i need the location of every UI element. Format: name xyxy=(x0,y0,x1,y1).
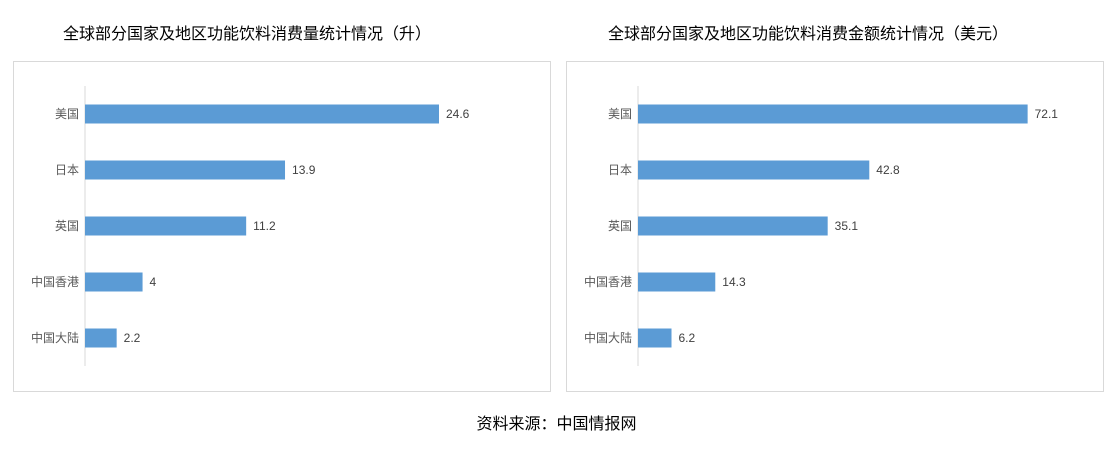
data-label: 42.8 xyxy=(876,163,900,177)
data-label: 14.3 xyxy=(722,275,746,289)
bar xyxy=(85,216,247,236)
chart-panel-volume: 美国 24.6 日本 13.9 英国 11.2 中国香港 4 中国大陆 2.2 xyxy=(13,61,551,392)
bar-chart-volume: 美国 24.6 日本 13.9 英国 11.2 中国香港 4 中国大陆 2.2 xyxy=(31,86,470,366)
data-label: 13.9 xyxy=(292,163,316,177)
category-label: 英国 xyxy=(608,219,632,233)
bar xyxy=(638,104,1028,124)
bar xyxy=(638,328,672,348)
bar xyxy=(85,104,439,124)
chart-panel-spending: 美国 72.1 日本 42.8 英国 35.1 中国香港 14.3 中国大陆 6.2 xyxy=(566,61,1104,392)
bar xyxy=(85,272,143,292)
bar xyxy=(638,216,828,236)
chart-title-spending: 全球部分国家及地区功能饮料消费金额统计情况（美元） xyxy=(608,24,1009,43)
category-label: 美国 xyxy=(608,107,632,121)
data-label: 4 xyxy=(150,275,157,289)
data-label: 35.1 xyxy=(835,219,859,233)
data-label: 2.2 xyxy=(124,331,141,345)
category-label: 中国大陆 xyxy=(584,330,632,345)
bar xyxy=(638,272,716,292)
category-label: 日本 xyxy=(55,163,79,177)
bar-chart-spending: 美国 72.1 日本 42.8 英国 35.1 中国香港 14.3 中国大陆 6.2 xyxy=(584,86,1059,366)
category-label: 中国香港 xyxy=(584,274,632,289)
bar xyxy=(638,160,870,180)
chart-title-volume: 全球部分国家及地区功能饮料消费量统计情况（升） xyxy=(63,24,432,43)
bar xyxy=(85,328,117,348)
source-note: 资料来源：中国情报网 xyxy=(476,414,637,433)
category-label: 中国大陆 xyxy=(31,330,79,345)
bar xyxy=(85,160,286,180)
data-label: 11.2 xyxy=(253,219,276,233)
category-label: 日本 xyxy=(608,163,632,177)
category-label: 英国 xyxy=(55,219,79,233)
category-label: 中国香港 xyxy=(31,274,79,289)
data-label: 24.6 xyxy=(446,107,470,121)
category-label: 美国 xyxy=(55,107,79,121)
data-label: 72.1 xyxy=(1035,107,1059,121)
data-label: 6.2 xyxy=(679,331,696,345)
